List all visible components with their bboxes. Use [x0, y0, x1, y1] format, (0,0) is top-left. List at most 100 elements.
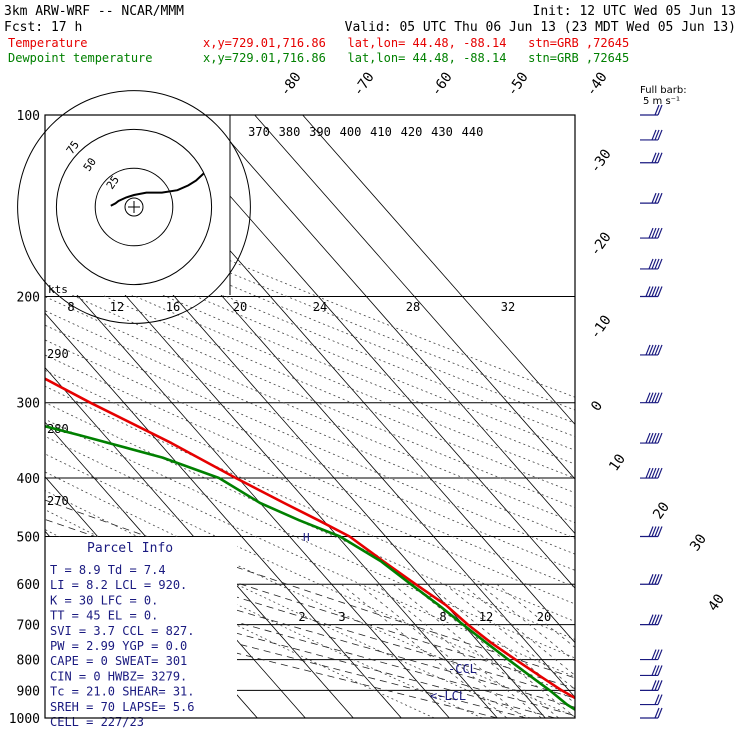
isotherm-line [0, 115, 17, 718]
mixing-ratio-label: 16 [166, 300, 180, 314]
mixing-ratio-line [358, 583, 525, 719]
mixing-ratio-label: 8 [67, 300, 74, 314]
hodograph-ring [55, 128, 213, 286]
forecast-hour: Fcst: 17 h [4, 20, 82, 35]
isotherm-line [45, 367, 354, 719]
dry-adiabat [45, 529, 435, 719]
theta-label: 370 [248, 125, 270, 139]
wind-barb [640, 286, 663, 298]
pressure-tick-label: 600 [17, 578, 40, 593]
moist-adiabat [45, 499, 575, 679]
hodograph-ring [124, 197, 144, 217]
dry-adiabat [45, 268, 575, 494]
pressure-tick-label: 900 [17, 684, 40, 699]
wind-barb [640, 467, 663, 479]
mixing-ratio-label: 20 [537, 610, 551, 624]
theta-label: 440 [462, 125, 484, 139]
wind-barb [640, 614, 663, 626]
hodograph-ring [17, 90, 251, 324]
pressure-tick-label: 200 [17, 291, 40, 306]
isotherm-label: -30 [587, 146, 615, 176]
wind-barbs: Full barb:5 m s⁻¹ [640, 85, 687, 719]
isotherm-label: -50 [504, 69, 532, 99]
h-marker: H [303, 531, 310, 544]
dry-adiabat [45, 435, 575, 678]
dewpoint-trace [45, 424, 575, 712]
dry-adiabat [45, 402, 575, 640]
mixing-ratio-label: 28 [406, 300, 420, 314]
isotherm-line [254, 115, 575, 480]
isotherm-label: 20 [650, 499, 673, 522]
parcel-info-row: CELL = 227/23 [50, 715, 144, 729]
dry-adiabat [45, 354, 575, 588]
isotherm-label: 0 [588, 398, 606, 414]
wind-barb [640, 707, 663, 719]
wind-barb [640, 649, 663, 661]
isotherm-label: -80 [277, 69, 305, 99]
parcel-info-panel: Parcel Info T = 8.9 Td = 7.4LI = 8.2 LCL … [45, 537, 237, 729]
isotherm-line [158, 115, 575, 589]
mixing-ratio-line [496, 583, 575, 648]
ccl-marker: -CCL [448, 662, 477, 676]
mixing-ratio-line [427, 583, 575, 704]
temperature-legend: Temperature [8, 36, 87, 50]
wind-barb [640, 152, 663, 164]
wind-barb [640, 432, 663, 444]
dewpoint-location: x,y=729.01,716.86 lat,lon= 44.48, -88.14… [203, 51, 629, 65]
parcel-info-row: CIN = 0 HWBZ= 3279. [50, 669, 187, 683]
wind-barb [640, 192, 663, 204]
dry-adiabat [45, 324, 575, 555]
mixing-ratio-label: 3 [338, 610, 345, 624]
theta-label: 380 [279, 125, 301, 139]
moist-adiabat [45, 593, 527, 719]
wind-barb [640, 574, 663, 585]
isotherm-label: 10 [606, 451, 629, 474]
mixing-ratio-label: 20 [233, 300, 247, 314]
pressure-tick-label: 400 [17, 472, 40, 487]
isotherm-label: 30 [687, 531, 710, 554]
temperature-location: x,y=729.01,716.86 lat,lon= 44.48, -88.14… [203, 36, 629, 50]
mixing-ratio-label: 8 [439, 610, 446, 624]
mixing-ratio-label: 12 [479, 610, 493, 624]
pressure-tick-label: 1000 [9, 712, 40, 727]
hodograph-units: kts [48, 283, 68, 296]
wind-barb [640, 258, 663, 270]
theta-label: 400 [340, 125, 362, 139]
dry-adiabat [45, 242, 575, 465]
wind-barb [640, 526, 663, 538]
parcel-info-row: SREH = 70 LAPSE= 5.6 [50, 700, 195, 714]
wind-barb [640, 680, 663, 692]
parcel-info-row: SVI = 3.7 CCL = 827. [50, 624, 195, 638]
parcel-info-row: CAPE = 0 SWEAT= 301 [50, 654, 187, 668]
dry-adiabat-label: 290 [47, 347, 69, 361]
pressure-tick-label: 700 [17, 619, 40, 634]
mixing-ratio-line [410, 583, 575, 718]
hodograph-ring-label: 75 [64, 138, 82, 156]
hodograph-ring-label: 50 [81, 155, 99, 173]
isotherm-label: -20 [587, 229, 615, 259]
dewpoint-legend: Dewpoint temperature [8, 51, 153, 65]
mixing-ratio-label: 32 [501, 300, 515, 314]
wind-barb [640, 665, 663, 677]
parcel-info-row: T = 8.9 Td = 7.4 [50, 563, 166, 577]
mixing-ratio-line [340, 583, 508, 719]
valid-time: Valid: 05 UTC Thu 06 Jun 13 (23 MDT Wed … [345, 20, 736, 35]
mixing-ratio-line [444, 583, 575, 690]
isotherm-label: -40 [583, 69, 611, 99]
isotherm-line [302, 115, 575, 426]
dry-adiabat [45, 282, 575, 509]
theta-label: 430 [431, 125, 453, 139]
wind-barb [640, 227, 663, 239]
theta-label: 420 [401, 125, 423, 139]
wind-barb [640, 694, 663, 706]
isotherm-line [45, 312, 402, 719]
barb-key-units: 5 m s⁻¹ [643, 96, 680, 107]
mixing-ratio-line [461, 583, 575, 676]
lcl-marker: <-LCL [430, 689, 466, 703]
isotherm-label: -60 [428, 69, 456, 99]
model-title: 3km ARW-WRF -- NCAR/MMM [4, 4, 184, 19]
mixing-ratio-label: 24 [313, 300, 327, 314]
pressure-tick-label: 100 [17, 109, 40, 124]
dry-adiabat-label: 270 [47, 494, 69, 508]
